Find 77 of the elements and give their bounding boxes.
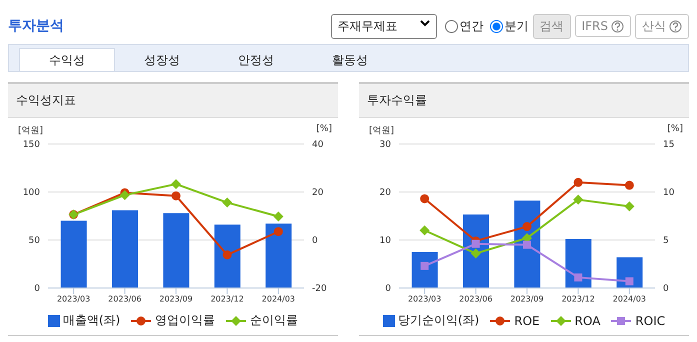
bar: [412, 252, 438, 288]
chart-title: 수익성지표: [8, 84, 338, 118]
y-axis-title: [억원]: [369, 125, 394, 137]
bar: [112, 210, 138, 288]
point: [222, 198, 232, 208]
point: [420, 194, 430, 204]
text: 성장성: [143, 52, 181, 69]
bar: [565, 239, 592, 288]
x-tick-label: 2023/03: [408, 294, 442, 304]
point: [273, 211, 284, 222]
legend-label: ROA: [574, 314, 600, 328]
y-axis-title: [억원]: [18, 125, 44, 137]
y2-tick-label: 15: [663, 140, 674, 150]
y-tick-label: 50: [28, 236, 40, 246]
point: [573, 194, 584, 205]
bar: [60, 220, 87, 288]
text: 안정성: [237, 52, 275, 69]
point: [470, 248, 481, 258]
bar: [214, 224, 240, 288]
x-tick-label: 2023/03: [56, 294, 90, 304]
legend-label: ROIC: [635, 314, 666, 328]
y-tick-label: 100: [22, 188, 40, 198]
x-tick-label: 2023/09: [510, 294, 544, 304]
point: [172, 191, 180, 200]
y2-tick-label: 20: [312, 188, 324, 198]
y-tick-label: 30: [380, 140, 392, 150]
text: 검색: [532, 14, 571, 38]
chart-title: 투자수익률: [359, 84, 689, 118]
legend-label: 영업이익률: [155, 312, 216, 329]
point: [624, 180, 634, 190]
point: [274, 227, 283, 236]
x-tick-label: 2023/09: [159, 294, 193, 304]
point: [625, 277, 634, 286]
text: 산식: [635, 14, 689, 38]
text: 활동성: [331, 52, 369, 69]
y2-tick-label: 0: [663, 284, 669, 294]
point: [522, 222, 532, 232]
point: [420, 262, 429, 270]
x-tick-label: 2024/03: [262, 294, 296, 304]
legend-label: 순이익률: [250, 312, 298, 329]
point: [120, 190, 130, 200]
x-tick-label: 2023/12: [210, 294, 244, 304]
y2-tick-label: 10: [663, 188, 675, 198]
x-tick-label: 2023/06: [459, 294, 492, 304]
bar: [163, 213, 190, 288]
point: [222, 250, 232, 260]
y2-tick-label: 0: [312, 236, 318, 246]
legend-label: ROE: [514, 314, 540, 328]
point: [420, 225, 430, 236]
y2-tick-label: 5: [663, 236, 669, 246]
y-tick-label: 0: [385, 284, 392, 294]
text: IFRS: [574, 15, 631, 37]
text: 분기: [504, 18, 529, 34]
point: [171, 179, 181, 190]
y-tick-label: 10: [380, 236, 392, 246]
y2-tick-label: 40: [312, 140, 324, 150]
bar: [266, 224, 292, 288]
point: [472, 240, 480, 248]
y2-tick-label: -20: [312, 284, 327, 294]
text: 주재무제표: [338, 18, 398, 34]
point: [574, 273, 582, 282]
point: [574, 178, 583, 187]
y2-axis-title: [%]: [316, 124, 332, 134]
x-tick-label: 2024/03: [612, 294, 646, 304]
x-tick-label: 2023/12: [562, 294, 595, 304]
legend-label: 당기순이익(좌): [398, 312, 480, 329]
text: 투자분석: [8, 17, 65, 35]
legend-label: 매출액(좌): [62, 312, 120, 329]
text: 연간: [458, 18, 484, 34]
point: [523, 240, 531, 249]
x-tick-label: 2023/06: [108, 294, 142, 304]
y-tick-label: 20: [380, 188, 392, 198]
point: [624, 201, 634, 212]
y-tick-label: 150: [22, 140, 40, 150]
text: 수익성: [19, 48, 115, 71]
y2-axis-title: [%]: [667, 124, 683, 134]
y-tick-label: 0: [34, 284, 40, 294]
